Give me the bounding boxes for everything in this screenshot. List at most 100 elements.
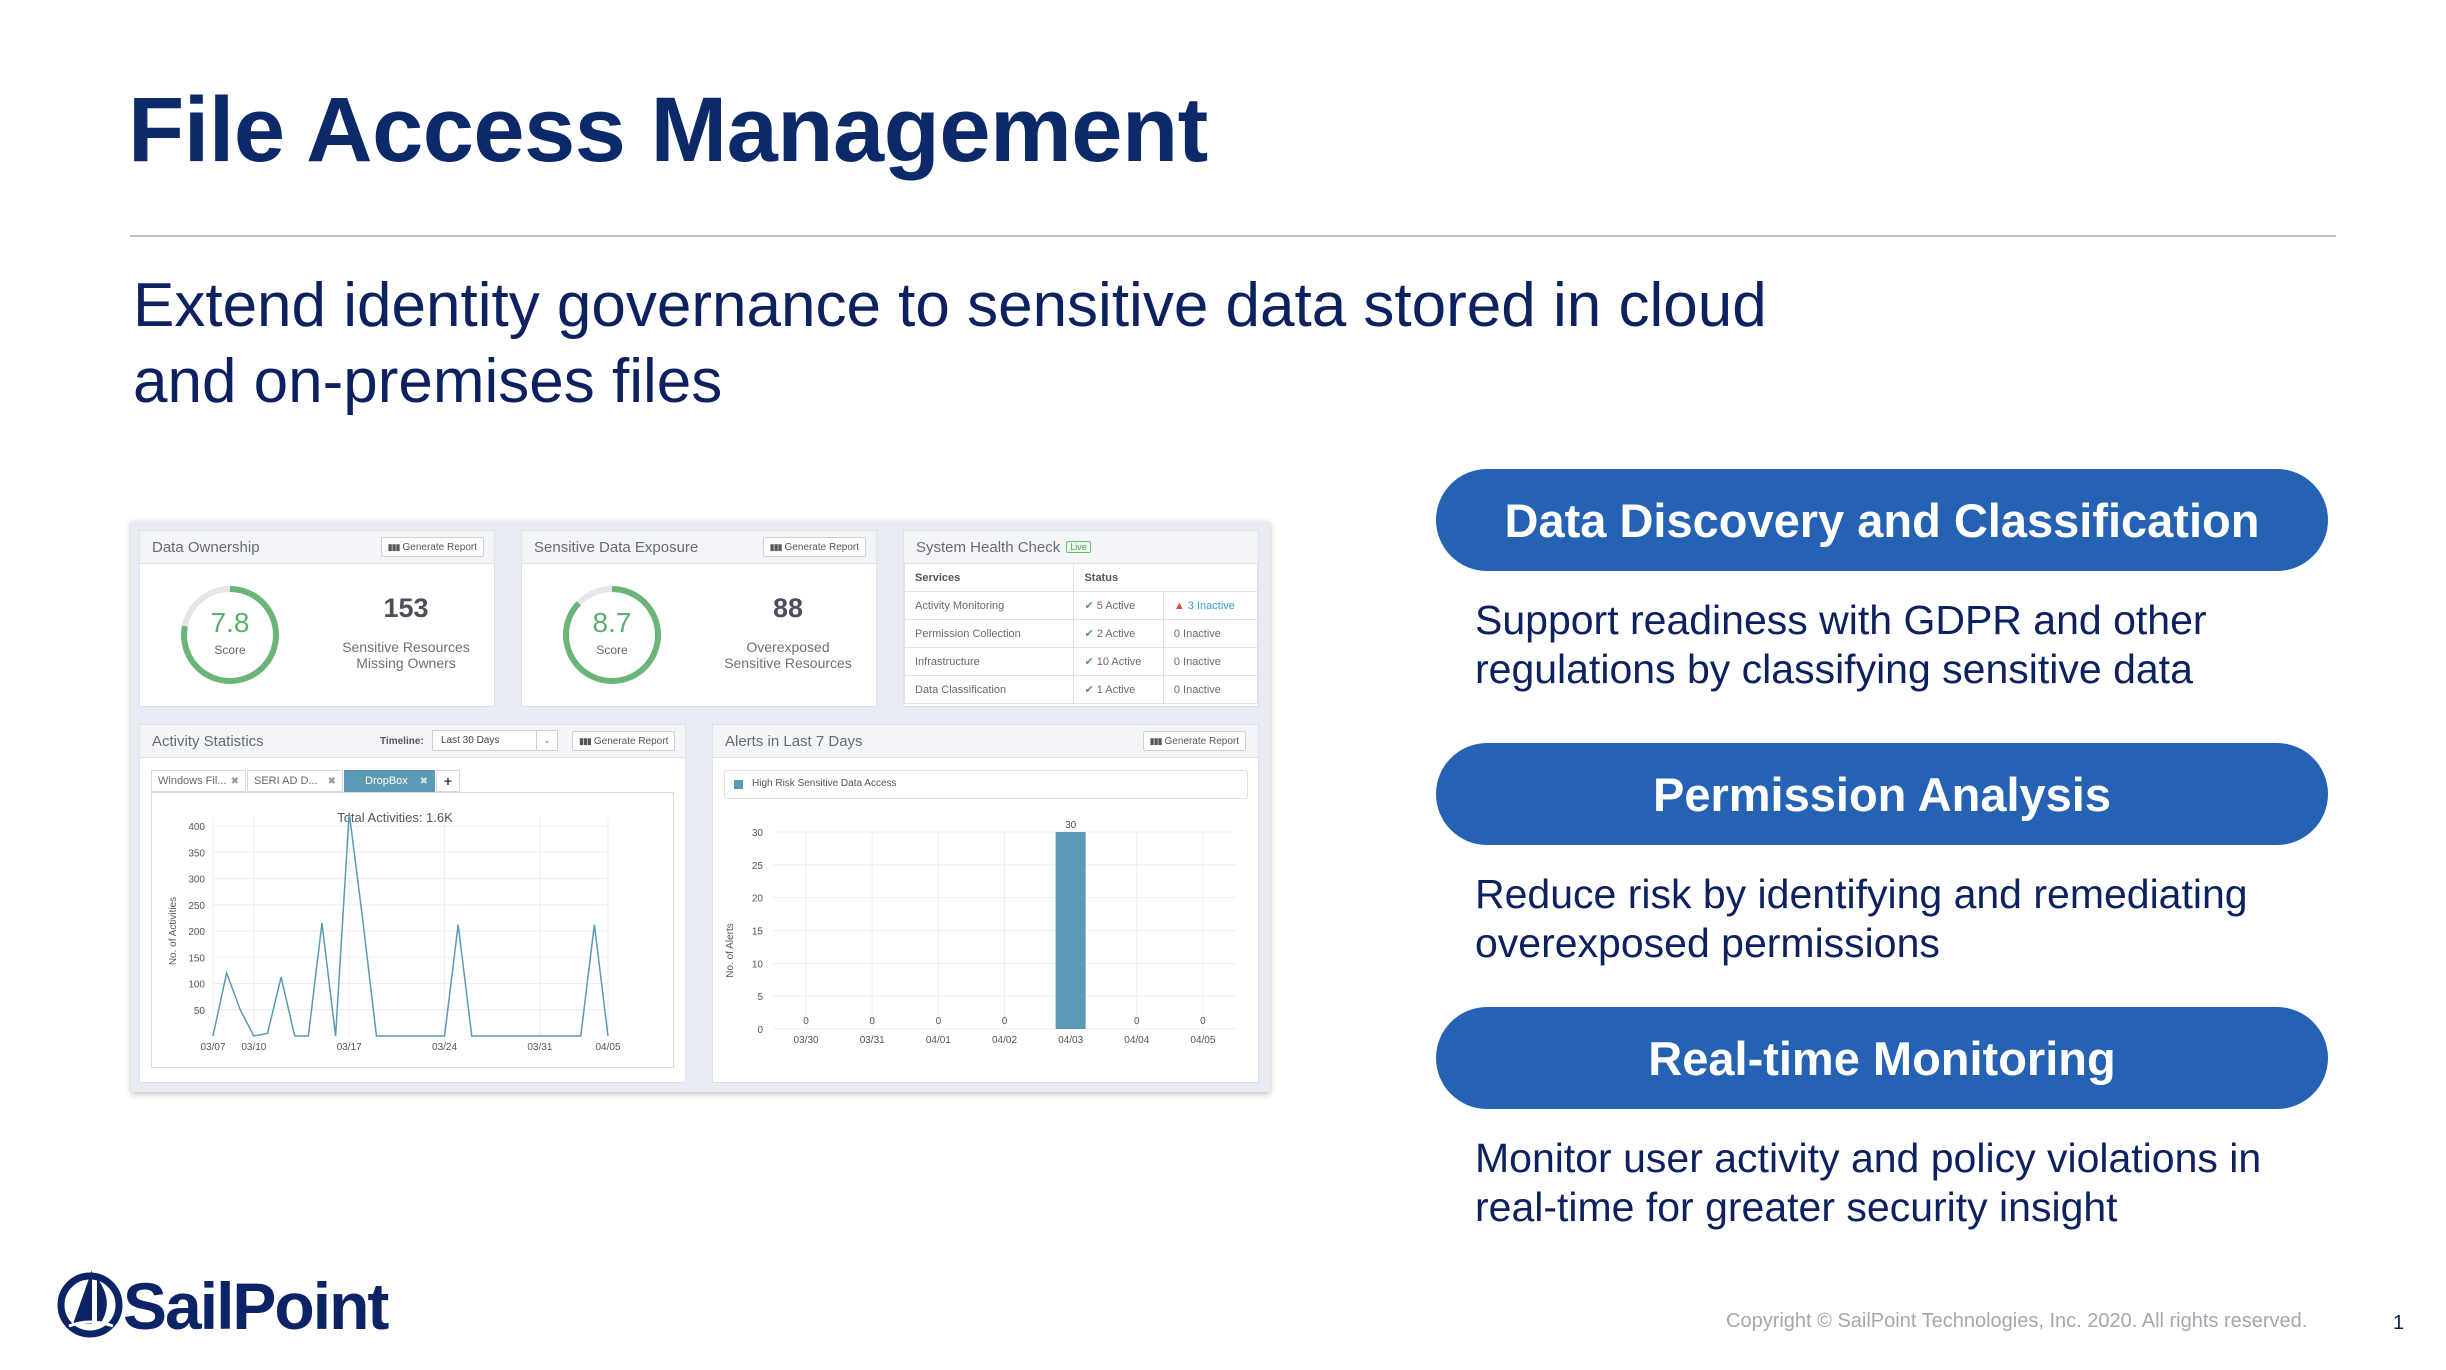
missing-owners-count: 153 bbox=[383, 593, 429, 623]
bar-chart-icon: ▮▮▮ bbox=[1149, 735, 1163, 746]
button-label: Generate Report bbox=[593, 735, 669, 747]
overexposed-count: 88 bbox=[772, 593, 804, 623]
y-tick-label: 400 bbox=[188, 822, 205, 833]
gauge-arc bbox=[563, 586, 661, 684]
generate-report-button[interactable]: ▮▮▮ Generate Report bbox=[380, 537, 484, 557]
tab-windows-file[interactable]: Windows Fil... ✖ bbox=[151, 770, 246, 792]
y-tick-label: 5 bbox=[757, 992, 763, 1003]
live-badge: Live bbox=[1066, 541, 1091, 553]
data-label: 0 bbox=[1134, 1016, 1140, 1027]
chart-legend: High Risk Sensitive Data Access bbox=[724, 770, 1248, 799]
system-health-panel: System Health Check Live Services Status … bbox=[903, 530, 1259, 707]
x-tick-label: 04/05 bbox=[595, 1042, 620, 1053]
service-name: Permission Collection bbox=[903, 619, 1075, 648]
x-tick-label: 04/04 bbox=[1124, 1035, 1149, 1046]
service-name: Activity Monitoring bbox=[903, 591, 1075, 620]
bar[interactable] bbox=[1055, 832, 1086, 1029]
activity-chart-box bbox=[151, 792, 674, 1068]
data-ownership-panel: Data Ownership ▮▮▮ Generate Report 7.8 Sc… bbox=[139, 530, 495, 707]
active-status: ✔ 1 Active bbox=[1073, 675, 1164, 704]
feature-pill-realtime-monitoring: Real-time Monitoring bbox=[1436, 1007, 2328, 1109]
table-header-row: Services Status bbox=[903, 563, 1258, 592]
panel-header: Alerts in Last 7 Days ▮▮▮ Generate Report bbox=[713, 725, 1258, 758]
desc-line: Reduce risk by identifying and remediati… bbox=[1475, 871, 2248, 917]
service-name: Data Classification bbox=[903, 675, 1075, 704]
chart-title: Total Activities: 1.6K bbox=[337, 810, 453, 825]
desc-line: real-time for greater security insight bbox=[1475, 1184, 2118, 1230]
panel-header: System Health Check Live bbox=[904, 531, 1258, 564]
y-tick-label: 10 bbox=[752, 959, 764, 970]
y-tick-label: 350 bbox=[188, 848, 205, 859]
inactive-status: 0 Inactive bbox=[1162, 675, 1259, 704]
active-status: ✔ 5 Active bbox=[1073, 591, 1164, 620]
panel-header: Data Ownership ▮▮▮ Generate Report bbox=[140, 531, 494, 564]
data-label: 30 bbox=[1065, 820, 1077, 831]
data-label: 0 bbox=[1200, 1016, 1206, 1027]
desc-line: Monitor user activity and policy violati… bbox=[1475, 1135, 2262, 1181]
y-axis-label: No. of Activities bbox=[168, 897, 179, 965]
close-icon[interactable]: ✖ bbox=[419, 775, 428, 787]
sailpoint-logo: SailPoint bbox=[55, 1262, 415, 1344]
subtitle-line: Extend identity governance to sensitive … bbox=[133, 271, 1767, 340]
bar-chart-icon: ▮▮▮ bbox=[579, 735, 592, 746]
warning-icon: ▲ bbox=[1173, 599, 1185, 612]
timeline-value: Last 30 Days bbox=[441, 735, 500, 746]
y-tick-label: 50 bbox=[194, 1006, 206, 1017]
tab-label: Windows Fil... bbox=[158, 775, 227, 787]
tab-dropbox[interactable]: DropBox ✖ bbox=[344, 770, 435, 792]
x-tick-label: 03/30 bbox=[794, 1035, 819, 1046]
generate-report-button[interactable]: ▮▮▮ Generate Report bbox=[762, 537, 866, 557]
y-tick-label: 30 bbox=[752, 828, 764, 839]
close-icon[interactable]: ✖ bbox=[230, 775, 239, 787]
overexposed-label: Overexposed Sensitive Resources bbox=[688, 639, 888, 671]
panel-title: Sensitive Data Exposure bbox=[534, 539, 699, 556]
add-tab-button[interactable]: + bbox=[436, 770, 460, 792]
tab-label: SERI AD D... bbox=[254, 775, 318, 787]
timeline-select[interactable]: Last 30 Days ⌄ bbox=[432, 730, 558, 751]
page-number: 1 bbox=[2393, 1312, 2405, 1334]
copyright-text: Copyright © SailPoint Technologies, Inc.… bbox=[1726, 1310, 2308, 1332]
missing-owners-label: Sensitive Resources Missing Owners bbox=[306, 639, 506, 671]
score-label: Score bbox=[596, 643, 628, 657]
y-tick-label: 20 bbox=[752, 894, 764, 905]
title-divider bbox=[130, 235, 2336, 237]
inactive-count[interactable]: 3 Inactive bbox=[1187, 599, 1235, 612]
active-status: ✔ 2 Active bbox=[1073, 619, 1164, 648]
inactive-status: 0 Inactive bbox=[1162, 619, 1259, 648]
x-tick-label: 03/31 bbox=[860, 1035, 885, 1046]
button-label: Generate Report bbox=[784, 541, 860, 553]
check-icon: ✔ bbox=[1084, 684, 1094, 696]
table-row: Permission Collection ✔ 2 Active 0 Inact… bbox=[903, 619, 1259, 648]
feature-desc-permission-analysis: Reduce risk by identifying and remediati… bbox=[1475, 870, 2355, 968]
label-line: Sensitive Resources bbox=[342, 639, 470, 655]
col-header-services: Services bbox=[903, 563, 1075, 592]
slide-subtitle: Extend identity governance to sensitive … bbox=[133, 268, 1833, 420]
x-tick-label: 04/02 bbox=[992, 1035, 1017, 1046]
label-line: Missing Owners bbox=[356, 655, 456, 671]
y-axis-label: No. of Alerts bbox=[725, 923, 736, 977]
check-icon: ✔ bbox=[1084, 628, 1094, 640]
x-tick-label: 04/01 bbox=[926, 1035, 951, 1046]
data-label: 0 bbox=[869, 1016, 875, 1027]
inactive-status[interactable]: ▲ 3 Inactive bbox=[1162, 591, 1259, 620]
legend-label[interactable]: High Risk Sensitive Data Access bbox=[752, 778, 897, 789]
close-icon[interactable]: ✖ bbox=[327, 775, 336, 787]
button-label: Generate Report bbox=[402, 541, 478, 553]
inactive-count: 0 Inactive bbox=[1173, 627, 1221, 640]
generate-report-button[interactable]: ▮▮▮ Generate Report bbox=[1142, 731, 1246, 751]
x-tick-label: 04/03 bbox=[1058, 1035, 1083, 1046]
button-label: Generate Report bbox=[1164, 735, 1240, 747]
check-icon: ✔ bbox=[1084, 656, 1094, 668]
x-tick-label: 03/07 bbox=[200, 1042, 225, 1053]
data-label: 0 bbox=[803, 1016, 809, 1027]
y-tick-label: 200 bbox=[188, 927, 205, 938]
x-tick-label: 04/05 bbox=[1190, 1035, 1215, 1046]
panel-title-text: System Health Check bbox=[916, 539, 1061, 556]
table-row: Activity Monitoring ✔ 5 Active ▲ 3 Inact… bbox=[903, 591, 1259, 620]
inactive-status: 0 Inactive bbox=[1162, 647, 1259, 676]
panel-header: Activity Statistics Timeline: Last 30 Da… bbox=[140, 725, 685, 758]
generate-report-button[interactable]: ▮▮▮ Generate Report bbox=[572, 731, 676, 751]
tab-seri-ad[interactable]: SERI AD D... ✖ bbox=[247, 770, 343, 792]
y-tick-label: 25 bbox=[752, 861, 764, 872]
chevron-down-icon[interactable]: ⌄ bbox=[536, 731, 557, 750]
